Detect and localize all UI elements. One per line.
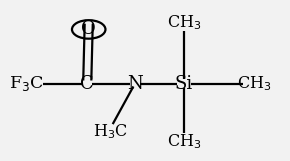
Text: N: N (127, 75, 143, 93)
Text: Si: Si (175, 75, 193, 93)
Text: H$_3$C: H$_3$C (93, 122, 128, 141)
Text: CH$_3$: CH$_3$ (238, 74, 272, 93)
Text: CH$_3$: CH$_3$ (167, 132, 201, 151)
Text: O: O (81, 20, 96, 38)
Text: C: C (80, 75, 94, 93)
Text: CH$_3$: CH$_3$ (167, 14, 201, 32)
Text: F$_3$C: F$_3$C (9, 74, 44, 93)
